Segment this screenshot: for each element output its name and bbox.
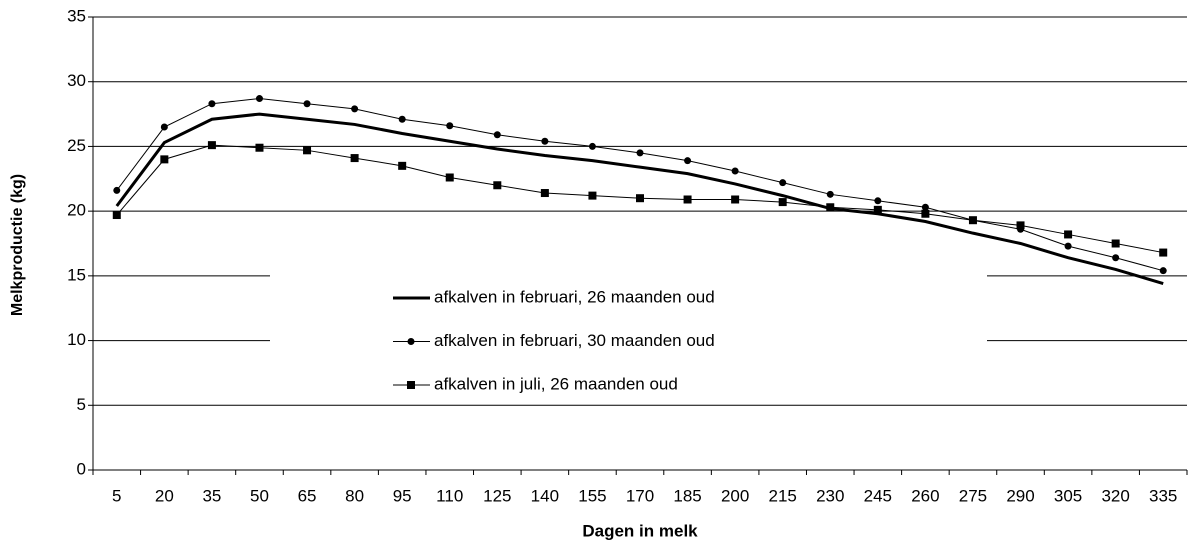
marker	[112, 211, 121, 220]
marker	[684, 157, 692, 165]
marker	[541, 137, 549, 145]
legend-label: afkalven in juli, 26 maanden oud	[434, 374, 678, 393]
x-tick-label: 275	[959, 486, 987, 505]
x-tick-label: 185	[673, 486, 701, 505]
marker	[588, 191, 597, 200]
marker	[779, 179, 787, 187]
x-axis-label: Dagen in melk	[582, 521, 698, 540]
marker	[303, 146, 312, 155]
x-tick-label: 170	[626, 486, 654, 505]
y-tick-label: 20	[67, 201, 86, 220]
marker	[683, 195, 692, 204]
x-tick-label: 155	[578, 486, 606, 505]
series	[113, 95, 1167, 275]
x-tick-label: 290	[1006, 486, 1034, 505]
marker	[160, 123, 168, 131]
x-tick-label: 95	[393, 486, 412, 505]
marker	[493, 131, 501, 139]
marker	[207, 141, 216, 150]
y-tick-label: 0	[77, 459, 86, 478]
series	[112, 141, 1168, 257]
x-tick-label: 20	[155, 486, 174, 505]
marker	[160, 155, 169, 164]
y-tick-label: 5	[77, 395, 86, 414]
marker	[731, 195, 740, 204]
y-tick-label: 15	[67, 265, 86, 284]
x-tick-label: 215	[769, 486, 797, 505]
marker	[588, 142, 596, 150]
marker	[255, 143, 264, 152]
marker	[1064, 230, 1073, 239]
series-line	[115, 112, 1164, 286]
marker	[255, 95, 263, 103]
y-axis-label: Melkproductie (kg)	[9, 174, 26, 316]
marker	[921, 209, 930, 218]
x-tick-label: 230	[816, 486, 844, 505]
x-tick-label: 35	[202, 486, 221, 505]
legend-box	[270, 258, 987, 403]
marker	[826, 203, 835, 212]
marker	[350, 154, 359, 163]
x-tick-label: 65	[298, 486, 317, 505]
y-tick-label: 25	[67, 136, 86, 155]
marker	[1159, 267, 1167, 275]
marker	[1159, 248, 1168, 257]
x-tick-label: 305	[1054, 486, 1082, 505]
x-tick-label: 245	[864, 486, 892, 505]
marker	[208, 100, 216, 108]
marker	[1064, 242, 1072, 250]
marker	[1016, 221, 1025, 230]
marker	[921, 203, 929, 211]
x-tick-label: 335	[1149, 486, 1177, 505]
x-tick-label: 260	[911, 486, 939, 505]
marker	[493, 181, 502, 190]
marker	[540, 189, 549, 198]
x-tick-label: 200	[721, 486, 749, 505]
x-tick-label: 140	[531, 486, 559, 505]
marker	[303, 100, 311, 108]
marker	[968, 216, 977, 225]
marker	[731, 167, 739, 175]
marker	[398, 161, 407, 170]
x-tick-label: 320	[1101, 486, 1129, 505]
y-tick-label: 30	[67, 71, 86, 90]
y-tick-label: 10	[67, 330, 86, 349]
marker	[446, 122, 454, 130]
marker	[873, 205, 882, 214]
x-tick-label: 80	[345, 486, 364, 505]
y-tick-label: 35	[67, 6, 86, 25]
marker	[636, 194, 644, 203]
marker	[445, 173, 454, 182]
x-tick-label: 5	[112, 486, 121, 505]
marker	[778, 198, 787, 207]
legend-label: afkalven in februari, 30 maanden oud	[434, 331, 715, 350]
marker	[826, 190, 834, 198]
marker	[398, 115, 406, 123]
marker	[874, 197, 882, 205]
series-line	[116, 98, 1164, 272]
marker	[351, 105, 359, 113]
marker	[407, 381, 415, 389]
series	[115, 112, 1164, 286]
legend-label: afkalven in februari, 26 maanden oud	[434, 287, 715, 306]
marker	[636, 149, 644, 157]
x-tick-label: 125	[483, 486, 511, 505]
x-tick-label: 50	[250, 486, 269, 505]
marker	[113, 186, 121, 194]
marker	[1111, 239, 1120, 248]
legend: afkalven in februari, 26 maanden oud afka…	[270, 258, 987, 403]
marker	[407, 338, 415, 345]
marker	[1112, 254, 1120, 262]
x-tick-label: 110	[436, 486, 463, 505]
